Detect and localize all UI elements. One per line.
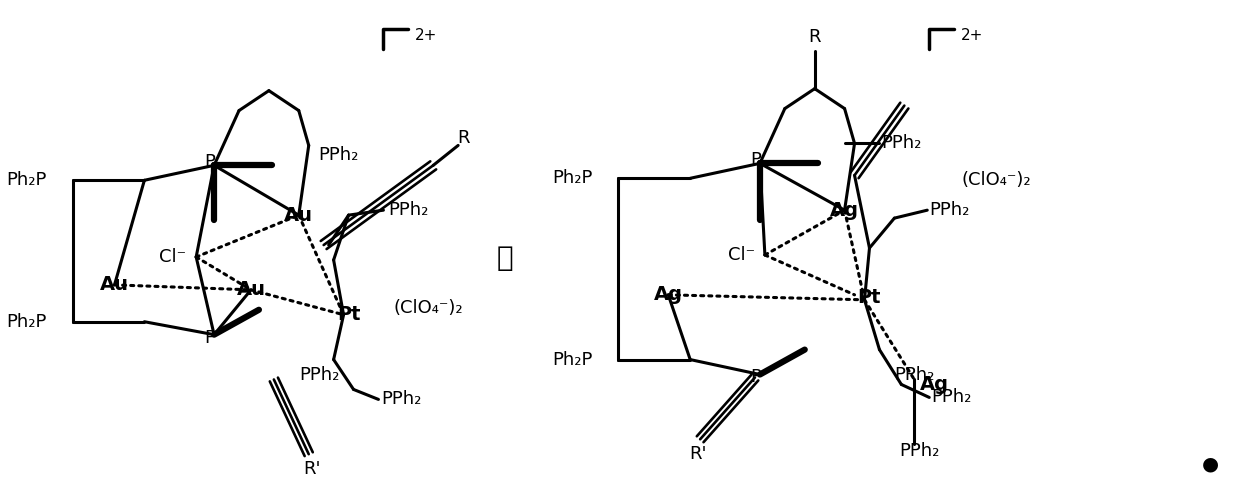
Text: PPh₂: PPh₂ <box>932 389 971 406</box>
Text: Ph₂P: Ph₂P <box>553 169 592 187</box>
Text: Au: Au <box>100 275 129 294</box>
Text: 或: 或 <box>497 244 513 272</box>
Text: ●: ● <box>1202 455 1219 474</box>
Text: R: R <box>809 28 821 46</box>
Text: PPh₂: PPh₂ <box>318 146 359 164</box>
Text: 2+: 2+ <box>415 28 437 43</box>
Text: PPh₂: PPh₂ <box>299 365 339 384</box>
Text: R': R' <box>689 445 707 463</box>
Text: (ClO₄⁻)₂: (ClO₄⁻)₂ <box>394 299 463 317</box>
Text: Cl⁻: Cl⁻ <box>159 248 186 266</box>
Text: PPh₂: PPh₂ <box>929 201 970 219</box>
Text: R: R <box>457 130 470 148</box>
Text: R': R' <box>304 460 321 478</box>
Text: P: P <box>751 151 762 169</box>
Text: Cl⁻: Cl⁻ <box>727 246 755 264</box>
Text: PPh₂: PPh₂ <box>382 391 421 408</box>
Text: Ph₂P: Ph₂P <box>6 312 47 331</box>
Text: PPh₂: PPh₂ <box>895 365 934 384</box>
Text: Pt: Pt <box>337 305 361 324</box>
Text: Pt: Pt <box>857 288 881 307</box>
Text: Au: Au <box>237 280 265 299</box>
Text: (ClO₄⁻)₂: (ClO₄⁻)₂ <box>961 171 1031 190</box>
Text: P: P <box>204 329 216 347</box>
Text: PPh₂: PPh₂ <box>881 135 922 152</box>
Text: P: P <box>751 368 762 387</box>
Text: P: P <box>204 153 216 171</box>
Text: 2+: 2+ <box>961 28 984 43</box>
Text: Au: Au <box>284 206 313 225</box>
Text: Ag: Ag <box>919 375 949 394</box>
Text: Ag: Ag <box>654 285 683 304</box>
Text: Ph₂P: Ph₂P <box>6 171 47 190</box>
Text: PPh₂: PPh₂ <box>388 201 429 219</box>
Text: Ag: Ag <box>830 201 859 220</box>
Text: PPh₂: PPh₂ <box>900 442 939 460</box>
Text: Ph₂P: Ph₂P <box>553 351 592 368</box>
